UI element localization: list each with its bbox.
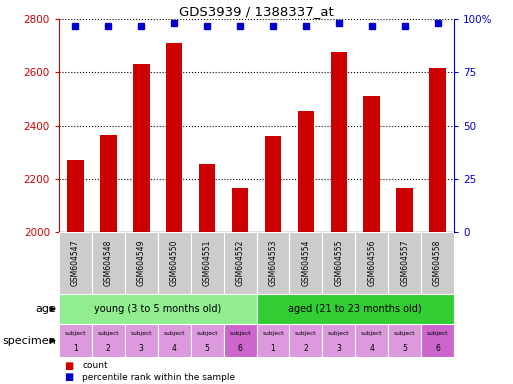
Bar [397, 189, 413, 232]
Bar [59, 294, 256, 324]
Text: subject: subject [427, 331, 448, 336]
Text: GSM604549: GSM604549 [137, 240, 146, 286]
Bar [158, 324, 191, 357]
Text: percentile rank within the sample: percentile rank within the sample [82, 372, 235, 382]
Bar [429, 68, 446, 232]
Bar [421, 232, 454, 294]
Text: GSM604550: GSM604550 [170, 240, 179, 286]
Text: 1: 1 [270, 344, 275, 353]
Text: age: age [35, 304, 56, 314]
Bar [256, 324, 289, 357]
Bar [256, 232, 289, 294]
Bar [100, 135, 116, 232]
Text: 1: 1 [73, 344, 78, 353]
Bar [125, 324, 158, 357]
Text: 3: 3 [337, 344, 341, 353]
Text: GSM604552: GSM604552 [235, 240, 245, 286]
Text: subject: subject [328, 331, 349, 336]
Bar [322, 232, 355, 294]
Text: specimen: specimen [3, 336, 56, 346]
Bar [298, 111, 314, 232]
Text: 2: 2 [106, 344, 111, 353]
Bar [355, 324, 388, 357]
Bar [330, 53, 347, 232]
Text: GSM604548: GSM604548 [104, 240, 113, 286]
Bar [322, 324, 355, 357]
Bar [232, 189, 248, 232]
Text: subject: subject [262, 331, 284, 336]
Bar [388, 324, 421, 357]
Text: GSM604547: GSM604547 [71, 240, 80, 286]
Text: subject: subject [65, 331, 86, 336]
Text: 5: 5 [205, 344, 210, 353]
Bar [191, 232, 224, 294]
Text: GSM604555: GSM604555 [334, 240, 343, 286]
Title: GDS3939 / 1388337_at: GDS3939 / 1388337_at [179, 5, 334, 18]
Text: GSM604558: GSM604558 [433, 240, 442, 286]
Text: 2: 2 [304, 344, 308, 353]
Text: 6: 6 [435, 344, 440, 353]
Bar [265, 136, 281, 232]
Text: 4: 4 [172, 344, 176, 353]
Text: 5: 5 [402, 344, 407, 353]
Bar [67, 161, 84, 232]
Text: young (3 to 5 months old): young (3 to 5 months old) [94, 304, 222, 314]
Text: subject: subject [295, 331, 317, 336]
Bar [355, 232, 388, 294]
Text: 3: 3 [139, 344, 144, 353]
Text: subject: subject [196, 331, 218, 336]
Text: subject: subject [394, 331, 416, 336]
Bar [133, 65, 149, 232]
Text: GSM604554: GSM604554 [301, 240, 310, 286]
Text: GSM604556: GSM604556 [367, 240, 376, 286]
Bar [166, 43, 183, 232]
Text: 6: 6 [238, 344, 243, 353]
Text: subject: subject [97, 331, 119, 336]
Bar [256, 294, 454, 324]
Text: subject: subject [164, 331, 185, 336]
Bar [59, 324, 92, 357]
Text: subject: subject [229, 331, 251, 336]
Text: GSM604557: GSM604557 [400, 240, 409, 286]
Text: 4: 4 [369, 344, 374, 353]
Text: count: count [82, 361, 108, 370]
Text: GSM604551: GSM604551 [203, 240, 212, 286]
Bar [289, 324, 322, 357]
Bar [224, 232, 256, 294]
Text: aged (21 to 23 months old): aged (21 to 23 months old) [288, 304, 422, 314]
Bar [59, 232, 92, 294]
Text: ■: ■ [64, 372, 73, 382]
Bar [92, 324, 125, 357]
Text: ■: ■ [64, 361, 73, 371]
Bar [388, 232, 421, 294]
Bar [364, 96, 380, 232]
Bar [92, 232, 125, 294]
Text: subject: subject [130, 331, 152, 336]
Bar [199, 164, 215, 232]
Bar [158, 232, 191, 294]
Bar [191, 324, 224, 357]
Text: subject: subject [361, 331, 383, 336]
Bar [289, 232, 322, 294]
Bar [224, 324, 256, 357]
Bar [421, 324, 454, 357]
Bar [125, 232, 158, 294]
Text: GSM604553: GSM604553 [268, 240, 278, 286]
